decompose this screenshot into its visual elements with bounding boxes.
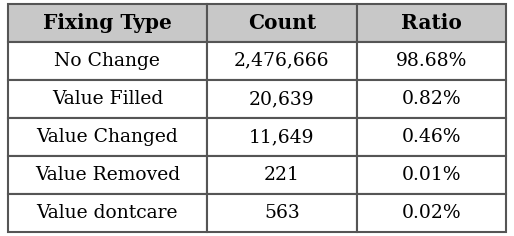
Bar [8, 4, 207, 42]
Text: Ratio: Ratio [401, 13, 462, 33]
Bar [8, 118, 207, 156]
Bar [357, 194, 506, 232]
Text: 20,639: 20,639 [249, 90, 315, 108]
Text: Count: Count [248, 13, 316, 33]
Bar [207, 80, 357, 118]
Bar [8, 42, 207, 80]
Bar [8, 80, 207, 118]
Text: 221: 221 [264, 166, 300, 184]
Text: 2,476,666: 2,476,666 [234, 52, 329, 70]
Text: 0.01%: 0.01% [402, 166, 461, 184]
Text: Fixing Type: Fixing Type [43, 13, 172, 33]
Text: Value Removed: Value Removed [35, 166, 180, 184]
Bar [207, 194, 357, 232]
Bar [357, 80, 506, 118]
Text: 0.02%: 0.02% [401, 204, 462, 222]
Bar [207, 118, 357, 156]
Text: 11,649: 11,649 [249, 128, 315, 146]
Bar [357, 42, 506, 80]
Bar [357, 156, 506, 194]
Bar [357, 4, 506, 42]
Text: 98.68%: 98.68% [396, 52, 467, 70]
Bar [8, 194, 207, 232]
Bar [207, 4, 357, 42]
Text: Value Changed: Value Changed [36, 128, 178, 146]
Text: 0.82%: 0.82% [401, 90, 462, 108]
Text: 563: 563 [264, 204, 300, 222]
Text: 0.46%: 0.46% [402, 128, 461, 146]
Bar [357, 118, 506, 156]
Text: Value dontcare: Value dontcare [36, 204, 178, 222]
Bar [207, 42, 357, 80]
Text: Value Filled: Value Filled [52, 90, 163, 108]
Text: No Change: No Change [54, 52, 160, 70]
Bar [8, 156, 207, 194]
Bar [207, 156, 357, 194]
